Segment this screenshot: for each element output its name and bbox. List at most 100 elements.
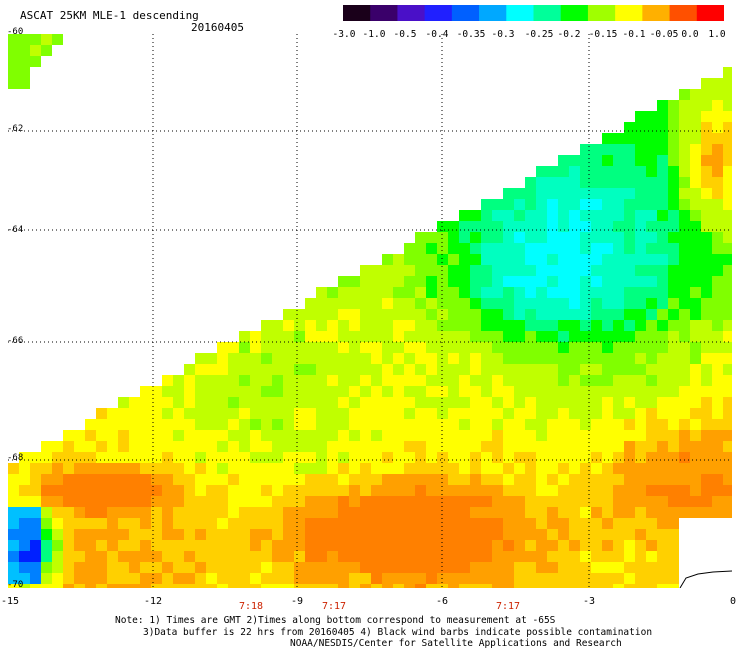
data-cell: [525, 320, 536, 331]
data-cell: [239, 419, 250, 430]
data-cell: [525, 232, 536, 243]
data-cell: [481, 309, 492, 320]
data-cell: [613, 441, 624, 452]
data-cell: [393, 562, 404, 573]
data-cell: [536, 276, 547, 287]
data-cell: [492, 573, 503, 584]
data-cell: [580, 309, 591, 320]
data-cell: [591, 287, 602, 298]
data-cell: [569, 496, 580, 507]
data-cell: [129, 551, 140, 562]
data-cell: [657, 210, 668, 221]
data-cell: [591, 199, 602, 210]
data-cell: [41, 518, 52, 529]
data-cell: [261, 331, 272, 342]
data-cell: [206, 375, 217, 386]
data-cell: [162, 441, 173, 452]
data-cell: [74, 584, 85, 588]
data-cell: [316, 287, 327, 298]
data-cell: [85, 419, 96, 430]
data-cell: [52, 518, 63, 529]
data-cell: [668, 353, 679, 364]
data-cell: [393, 518, 404, 529]
data-cell: [602, 364, 613, 375]
data-cell: [206, 551, 217, 562]
data-cell: [569, 386, 580, 397]
data-cell: [657, 507, 668, 518]
data-cell: [404, 540, 415, 551]
data-cell: [206, 485, 217, 496]
data-cell: [107, 430, 118, 441]
data-cell: [327, 419, 338, 430]
data-cell: [503, 243, 514, 254]
data-cell: [228, 474, 239, 485]
data-cell: [217, 485, 228, 496]
data-cell: [492, 243, 503, 254]
data-cell: [294, 320, 305, 331]
data-cell: [481, 221, 492, 232]
data-cell: [173, 485, 184, 496]
data-cell: [613, 265, 624, 276]
data-cell: [228, 452, 239, 463]
data-cell: [437, 408, 448, 419]
data-cell: [712, 485, 723, 496]
data-cell: [701, 507, 712, 518]
data-cell: [448, 342, 459, 353]
data-cell: [206, 463, 217, 474]
data-cell: [437, 386, 448, 397]
data-cell: [426, 353, 437, 364]
data-cell: [624, 166, 635, 177]
data-cell: [393, 331, 404, 342]
data-cell: [668, 210, 679, 221]
data-cell: [679, 287, 690, 298]
data-cell: [470, 496, 481, 507]
data-cell: [602, 232, 613, 243]
data-cell: [591, 353, 602, 364]
data-cell: [118, 584, 129, 588]
data-cell: [206, 408, 217, 419]
data-cell: [602, 276, 613, 287]
data-cell: [690, 210, 701, 221]
data-cell: [723, 67, 732, 78]
data-cell: [514, 562, 525, 573]
data-cell: [239, 441, 250, 452]
data-cell: [646, 485, 657, 496]
data-cell: [569, 276, 580, 287]
data-cell: [547, 386, 558, 397]
data-cell: [63, 430, 74, 441]
data-cell: [679, 210, 690, 221]
data-cell: [349, 573, 360, 584]
lon-label: -9: [290, 596, 304, 607]
data-cell: [360, 276, 371, 287]
data-cell: [613, 210, 624, 221]
data-cell: [668, 562, 679, 573]
data-cell: [690, 265, 701, 276]
data-cell: [723, 463, 732, 474]
data-cell: [657, 540, 668, 551]
data-cell: [723, 298, 732, 309]
data-cell: [41, 562, 52, 573]
data-cell: [690, 111, 701, 122]
data-cell: [448, 441, 459, 452]
data-cell: [514, 496, 525, 507]
data-cell: [481, 375, 492, 386]
data-cell: [503, 485, 514, 496]
data-cell: [646, 155, 657, 166]
data-cell: [250, 397, 261, 408]
data-cell: [52, 584, 63, 588]
colorbar-swatch: [587, 5, 616, 21]
data-cell: [459, 375, 470, 386]
data-cell: [580, 474, 591, 485]
data-cell: [459, 342, 470, 353]
data-cell: [558, 408, 569, 419]
data-cell: [580, 298, 591, 309]
data-cell: [668, 375, 679, 386]
data-cell: [305, 364, 316, 375]
data-cell: [569, 166, 580, 177]
data-cell: [536, 298, 547, 309]
data-cell: [217, 408, 228, 419]
data-cell: [646, 562, 657, 573]
data-cell: [8, 540, 19, 551]
data-cell: [613, 177, 624, 188]
data-cell: [635, 441, 646, 452]
